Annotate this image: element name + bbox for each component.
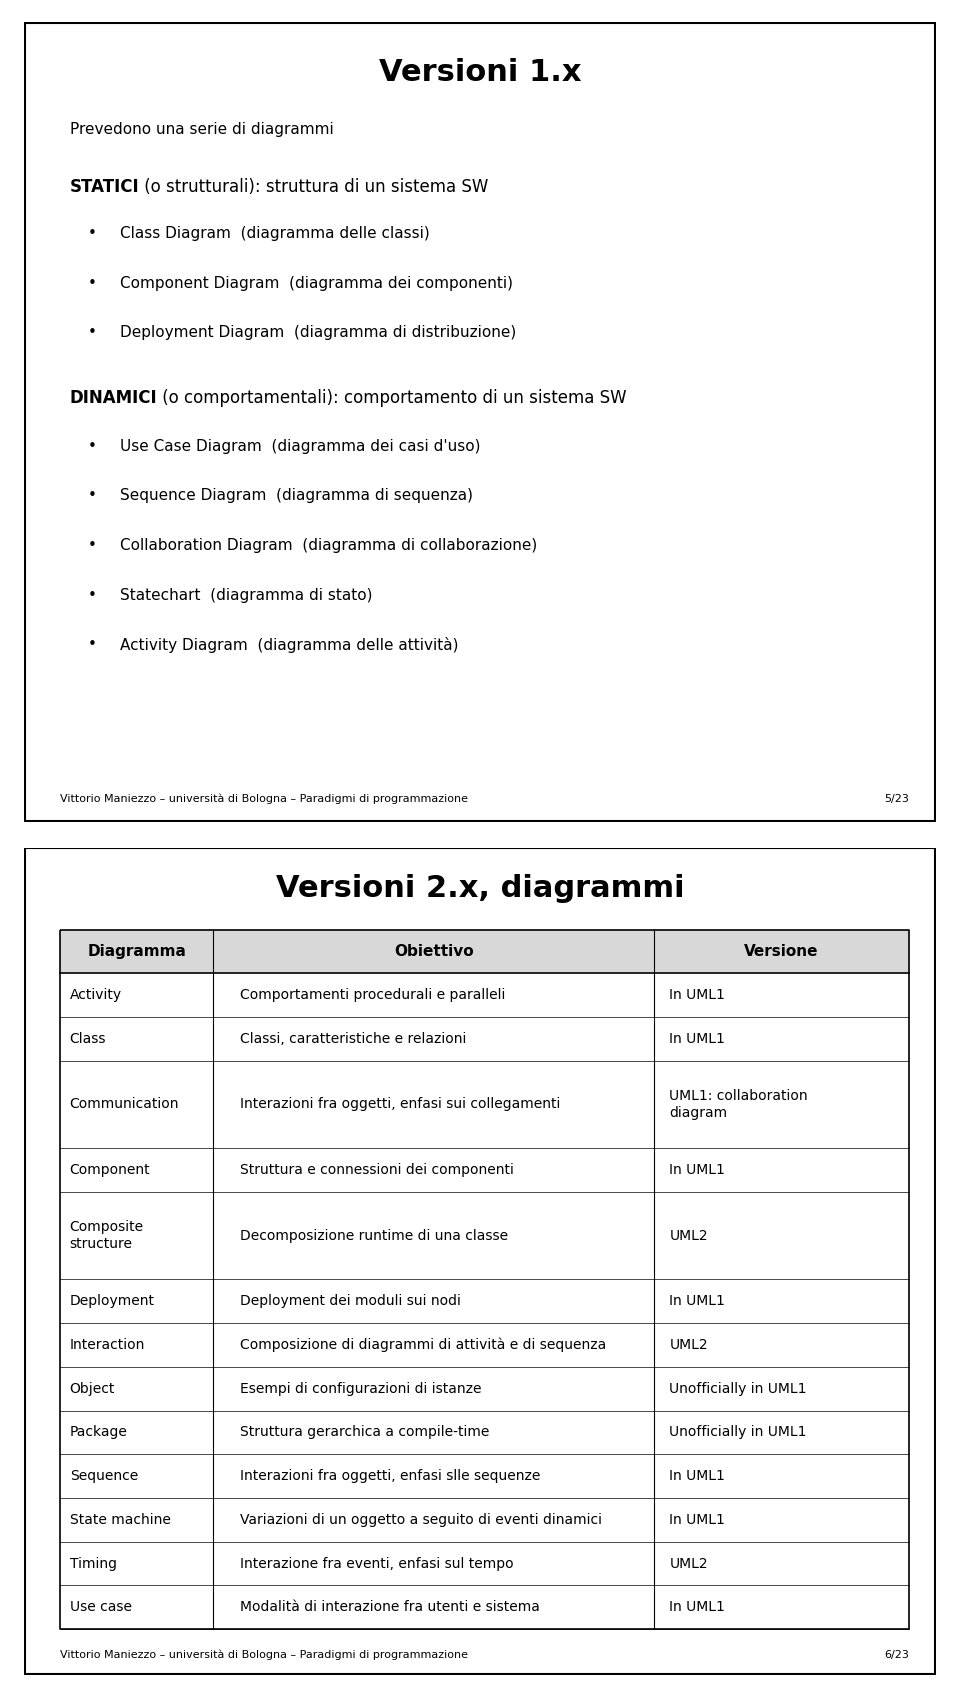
Text: Package: Package <box>70 1425 128 1439</box>
Text: Unofficially in UML1: Unofficially in UML1 <box>669 1381 807 1395</box>
Text: (o strutturali): struttura di un sistema SW: (o strutturali): struttura di un sistema… <box>139 178 489 197</box>
Text: Deployment Diagram  (diagramma di distribuzione): Deployment Diagram (diagramma di distrib… <box>120 325 516 341</box>
Text: Versioni 1.x: Versioni 1.x <box>379 58 581 86</box>
Text: Deployment: Deployment <box>70 1295 155 1309</box>
Text: In UML1: In UML1 <box>669 1600 726 1614</box>
Text: Interazioni fra oggetti, enfasi sui collegamenti: Interazioni fra oggetti, enfasi sui coll… <box>240 1097 560 1112</box>
Text: Timing: Timing <box>70 1556 117 1571</box>
Text: Interaction: Interaction <box>70 1337 145 1353</box>
Text: Obiettivo: Obiettivo <box>394 944 473 959</box>
Text: Esempi di configurazioni di istanze: Esempi di configurazioni di istanze <box>240 1381 481 1395</box>
Bar <box>60 931 908 973</box>
Text: Interazioni fra oggetti, enfasi slle sequenze: Interazioni fra oggetti, enfasi slle seq… <box>240 1470 540 1483</box>
Text: Object: Object <box>70 1381 115 1395</box>
Text: Struttura gerarchica a compile-time: Struttura gerarchica a compile-time <box>240 1425 489 1439</box>
Text: •: • <box>88 276 97 290</box>
Text: •: • <box>88 537 97 553</box>
FancyBboxPatch shape <box>25 22 935 822</box>
Text: UML2: UML2 <box>669 1556 708 1571</box>
Text: Composizione di diagrammi di attività e di sequenza: Composizione di diagrammi di attività e … <box>240 1337 606 1353</box>
Text: State machine: State machine <box>70 1514 171 1527</box>
Text: Deployment dei moduli sui nodi: Deployment dei moduli sui nodi <box>240 1295 461 1309</box>
Text: •: • <box>88 439 97 454</box>
Text: Decomposizione runtime di una classe: Decomposizione runtime di una classe <box>240 1229 508 1242</box>
FancyBboxPatch shape <box>25 848 935 1675</box>
Text: 5/23: 5/23 <box>884 795 908 805</box>
Text: In UML1: In UML1 <box>669 988 726 1002</box>
Text: •: • <box>88 488 97 503</box>
Text: Struttura e connessioni dei componenti: Struttura e connessioni dei componenti <box>240 1163 514 1176</box>
Text: Variazioni di un oggetto a seguito di eventi dinamici: Variazioni di un oggetto a seguito di ev… <box>240 1514 602 1527</box>
Text: UML1: collaboration
diagram: UML1: collaboration diagram <box>669 1088 808 1120</box>
Text: Component: Component <box>70 1163 151 1176</box>
Text: Modalità di interazione fra utenti e sistema: Modalità di interazione fra utenti e sis… <box>240 1600 540 1614</box>
Text: Vittorio Maniezzo – università di Bologna – Paradigmi di programmazione: Vittorio Maniezzo – università di Bologn… <box>60 1649 468 1659</box>
Text: In UML1: In UML1 <box>669 1470 726 1483</box>
Text: Activity: Activity <box>70 988 122 1002</box>
Text: STATICI: STATICI <box>69 178 139 197</box>
Text: Comportamenti procedurali e paralleli: Comportamenti procedurali e paralleli <box>240 988 505 1002</box>
Text: Versione: Versione <box>744 944 819 959</box>
Text: Unofficially in UML1: Unofficially in UML1 <box>669 1425 807 1439</box>
Text: Class Diagram  (diagramma delle classi): Class Diagram (diagramma delle classi) <box>120 225 429 241</box>
Text: UML2: UML2 <box>669 1337 708 1353</box>
Text: Prevedono una serie di diagrammi: Prevedono una serie di diagrammi <box>69 122 333 137</box>
Text: •: • <box>88 588 97 603</box>
Text: Diagramma: Diagramma <box>87 944 186 959</box>
Text: •: • <box>88 637 97 653</box>
Text: Interazione fra eventi, enfasi sul tempo: Interazione fra eventi, enfasi sul tempo <box>240 1556 514 1571</box>
Text: In UML1: In UML1 <box>669 1514 726 1527</box>
Text: Sequence Diagram  (diagramma di sequenza): Sequence Diagram (diagramma di sequenza) <box>120 488 472 503</box>
Text: Communication: Communication <box>70 1097 180 1112</box>
Text: In UML1: In UML1 <box>669 1163 726 1176</box>
Text: Class: Class <box>70 1032 107 1046</box>
Text: Activity Diagram  (diagramma delle attività): Activity Diagram (diagramma delle attivi… <box>120 637 458 653</box>
Text: Vittorio Maniezzo – università di Bologna – Paradigmi di programmazione: Vittorio Maniezzo – università di Bologn… <box>60 793 468 805</box>
Text: •: • <box>88 325 97 341</box>
Text: Component Diagram  (diagramma dei componenti): Component Diagram (diagramma dei compone… <box>120 276 513 290</box>
Text: 6/23: 6/23 <box>884 1649 908 1659</box>
Text: (o comportamentali): comportamento di un sistema SW: (o comportamentali): comportamento di un… <box>157 390 627 407</box>
Text: Use Case Diagram  (diagramma dei casi d'uso): Use Case Diagram (diagramma dei casi d'u… <box>120 439 480 454</box>
Text: Versioni 2.x, diagrammi: Versioni 2.x, diagrammi <box>276 875 684 903</box>
Text: Use case: Use case <box>70 1600 132 1614</box>
Text: Sequence: Sequence <box>70 1470 138 1483</box>
Text: Classi, caratteristiche e relazioni: Classi, caratteristiche e relazioni <box>240 1032 466 1046</box>
Text: Collaboration Diagram  (diagramma di collaborazione): Collaboration Diagram (diagramma di coll… <box>120 537 537 553</box>
Text: In UML1: In UML1 <box>669 1295 726 1309</box>
Text: Statechart  (diagramma di stato): Statechart (diagramma di stato) <box>120 588 372 603</box>
Text: UML2: UML2 <box>669 1229 708 1242</box>
Text: Composite
structure: Composite structure <box>70 1220 144 1251</box>
Text: •: • <box>88 225 97 241</box>
Text: In UML1: In UML1 <box>669 1032 726 1046</box>
Text: DINAMICI: DINAMICI <box>69 390 157 407</box>
